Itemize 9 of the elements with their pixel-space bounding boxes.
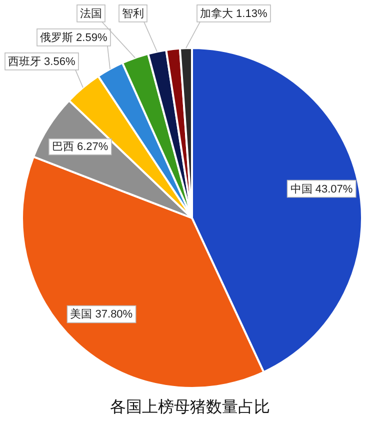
slice-label: 加拿大 1.13% (200, 6, 268, 20)
slice-label: 俄罗斯 2.59% (40, 30, 108, 44)
slice-label: 智利 (122, 6, 144, 20)
slice-label: 美国 37.80% (70, 308, 133, 321)
slice-label: 法国 (80, 6, 102, 20)
slice-label: 中国 43.07% (290, 182, 353, 196)
slice-label: 西班牙 3.56% (8, 54, 76, 68)
slice-label: 巴西 6.27% (52, 140, 108, 153)
text: 各国上榜母猪数量占比 (110, 398, 270, 416)
